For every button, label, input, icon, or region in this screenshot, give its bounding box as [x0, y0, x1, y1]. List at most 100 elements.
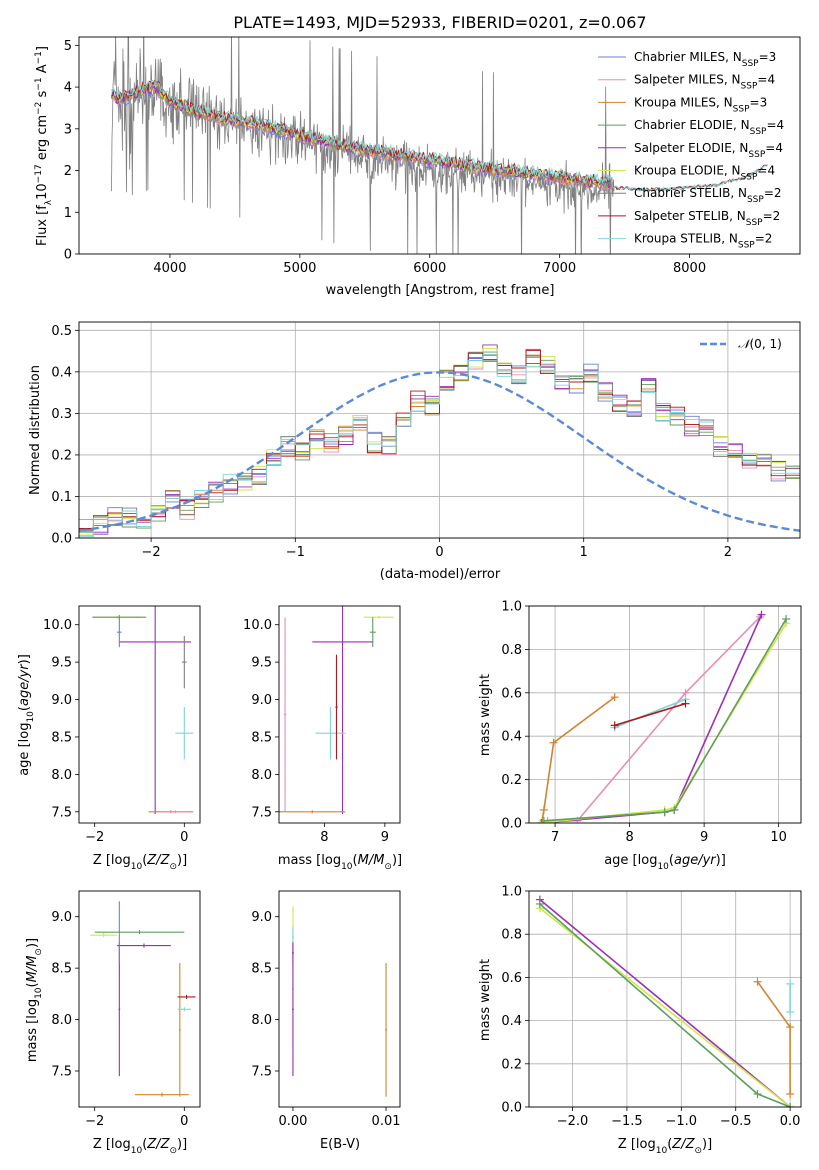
- x-tick-label: 0.00: [278, 1114, 307, 1129]
- y-tick-label: 8.5: [51, 962, 72, 977]
- x-tick-label: 7000: [543, 261, 576, 276]
- y-tick-label: 0.6: [501, 971, 522, 986]
- legend-entry: Salpeter ELODIE, NSSP=4: [634, 141, 783, 160]
- x-tick-label: −2: [85, 830, 104, 845]
- x-tick-label: 8: [625, 830, 633, 845]
- x-tick-label: 9: [700, 830, 708, 845]
- y-tick-label: 7.5: [51, 805, 72, 820]
- spectrum-y-label: Flux [fλ10−17 erg cm−2 s−1 A−1]: [34, 46, 54, 246]
- y-tick-label: 0.2: [501, 1057, 522, 1072]
- mass-ebv-axes-plot: [292, 906, 387, 1097]
- x-tick-label: 0: [180, 1114, 188, 1129]
- series-line-kroupa-elodie: [539, 907, 791, 1107]
- axes-frame: [278, 890, 401, 1108]
- axes-frame: [78, 321, 801, 539]
- y-tick-label: 9.0: [51, 910, 72, 925]
- y-tick-label: 0.1: [51, 490, 72, 505]
- series-line-chabrier-elodie: [543, 618, 787, 822]
- weight-z-axes: −2.0 −1.5 −1.0 −0.5 0.0 0.0 0.2 0.4 0.6 0.8 1.0: [501, 885, 802, 1129]
- weight-age-y-label: mass weight: [478, 674, 493, 756]
- legend-entry: Kroupa MILES, NSSP=3: [634, 95, 767, 114]
- age-z-x-label: Z [log10(Z/Z⊙)]: [93, 853, 187, 872]
- axes-frame: [78, 605, 201, 824]
- weight-z-axes-plot: [535, 895, 795, 1107]
- y-tick-label: 8.5: [251, 730, 272, 745]
- weight-z-y-label: mass weight: [478, 959, 493, 1041]
- y-tick-label: 10.0: [243, 618, 272, 633]
- y-tick-label: 8.0: [251, 768, 272, 783]
- mass-z-y-label: mass [log10(M/M⊙)]: [25, 938, 44, 1062]
- series-line-kroupa-miles: [540, 696, 616, 823]
- weight-z-x-label: Z [log10(Z/Z⊙)]: [618, 1137, 712, 1156]
- series-line-kroupa-elodie: [540, 622, 787, 823]
- mass-ebv-axes: 0.00 0.01 7.5 8.0 8.5 9.0: [251, 890, 401, 1129]
- y-tick-label: 9.0: [251, 910, 272, 925]
- y-tick-label: 0.2: [51, 448, 72, 463]
- spectrum-axes: 4000 5000 6000 7000 8000 0 1 2 3 4 5: [64, 36, 801, 276]
- x-tick-label: −2: [142, 545, 161, 560]
- y-tick-label: 0.6: [501, 686, 522, 701]
- x-tick-label: 9: [381, 830, 389, 845]
- x-tick-label: 2: [724, 545, 732, 560]
- residual-histogram-chabrier-miles: [79, 356, 800, 535]
- y-tick-label: 7.5: [251, 1065, 272, 1080]
- y-tick-label: 2: [64, 164, 72, 179]
- legend-entry: Chabrier MILES, NSSP=3: [634, 50, 776, 69]
- axes-frame: [78, 890, 201, 1108]
- y-tick-label: 0.0: [501, 1101, 522, 1116]
- mass-ebv-x-label: E(B-V): [320, 1137, 360, 1152]
- y-tick-label: 5: [64, 39, 72, 54]
- x-tick-label: 4000: [153, 261, 186, 276]
- x-tick-label: 7: [551, 830, 559, 845]
- axes-frame: [278, 605, 401, 824]
- residual-x-label: (data-model)/error: [380, 567, 501, 582]
- y-tick-label: 0.8: [501, 928, 522, 943]
- y-tick-label: 8.0: [51, 1013, 72, 1028]
- series-line-salpeter-stelib: [614, 702, 686, 727]
- x-tick-label: 8: [320, 830, 328, 845]
- y-tick-label: 0.4: [501, 730, 522, 745]
- y-tick-label: 0.3: [51, 407, 72, 422]
- y-tick-label: 0.4: [501, 1014, 522, 1029]
- residual-axes: −2 −1 0 1 2 0.0 0.1 0.2 0.3 0.4 0.5: [51, 321, 801, 560]
- axes-frame: [78, 36, 801, 255]
- residual-histogram-kroupa-stelib: [79, 354, 800, 538]
- weight-age-axes-plot: [536, 610, 791, 823]
- mass-z-axes-plot: [90, 901, 196, 1097]
- series-line-kroupa-miles: [756, 981, 791, 1094]
- y-tick-label: 9.0: [51, 693, 72, 708]
- y-tick-label: 0.2: [501, 773, 522, 788]
- spectrum-legend: Chabrier MILES, NSSP=3 Salpeter MILES, NS…: [598, 50, 784, 251]
- observed-spectrum: [111, 37, 615, 254]
- legend-entry: Kroupa STELIB, NSSP=2: [634, 232, 772, 251]
- model-spectrum-kroupa-stelib: [111, 79, 768, 192]
- x-tick-label: −2.0: [557, 1114, 589, 1129]
- x-tick-label: −2: [85, 1114, 104, 1129]
- y-tick-label: 8.5: [51, 730, 72, 745]
- legend-entry: Salpeter STELIB, NSSP=2: [634, 209, 780, 228]
- legend-entry: Salpeter MILES, NSSP=4: [634, 73, 775, 92]
- legend-entry-gaussian: 𝒩(0, 1): [738, 337, 782, 351]
- y-tick-label: 8.0: [251, 1013, 272, 1028]
- x-tick-label: 0: [435, 545, 443, 560]
- weight-age-axes: 7 8 9 10 0.0 0.2 0.4 0.6 0.8 1.0: [501, 600, 802, 845]
- gaussian-curve: [79, 371, 800, 532]
- y-tick-label: 0: [64, 248, 72, 263]
- axes-frame: [528, 890, 802, 1108]
- y-tick-label: 4: [64, 81, 72, 96]
- legend-entry: Chabrier ELODIE, NSSP=4: [634, 118, 784, 137]
- x-tick-label: 0: [180, 830, 188, 845]
- residual-y-label: Normed distribution: [28, 365, 43, 495]
- y-tick-label: 1.0: [501, 600, 522, 615]
- age-mass-x-label: mass [log10(M/M⊙)]: [278, 853, 402, 872]
- age-z-axes: −2 0 7.5 8.0 8.5 9.0 9.5 10.0: [43, 605, 201, 845]
- age-z-axes-plot: [92, 606, 194, 815]
- mass-z-axes: −2 0 7.5 8.0 8.5 9.0: [51, 890, 201, 1129]
- y-tick-label: 0.4: [51, 365, 72, 380]
- y-tick-label: 0.8: [501, 643, 522, 658]
- x-tick-label: 0.01: [372, 1114, 401, 1129]
- y-tick-label: 0.0: [51, 532, 72, 547]
- age-z-y-label: age [log10(age/yr)]: [17, 654, 36, 776]
- series-line-kroupa-stelib: [614, 698, 686, 729]
